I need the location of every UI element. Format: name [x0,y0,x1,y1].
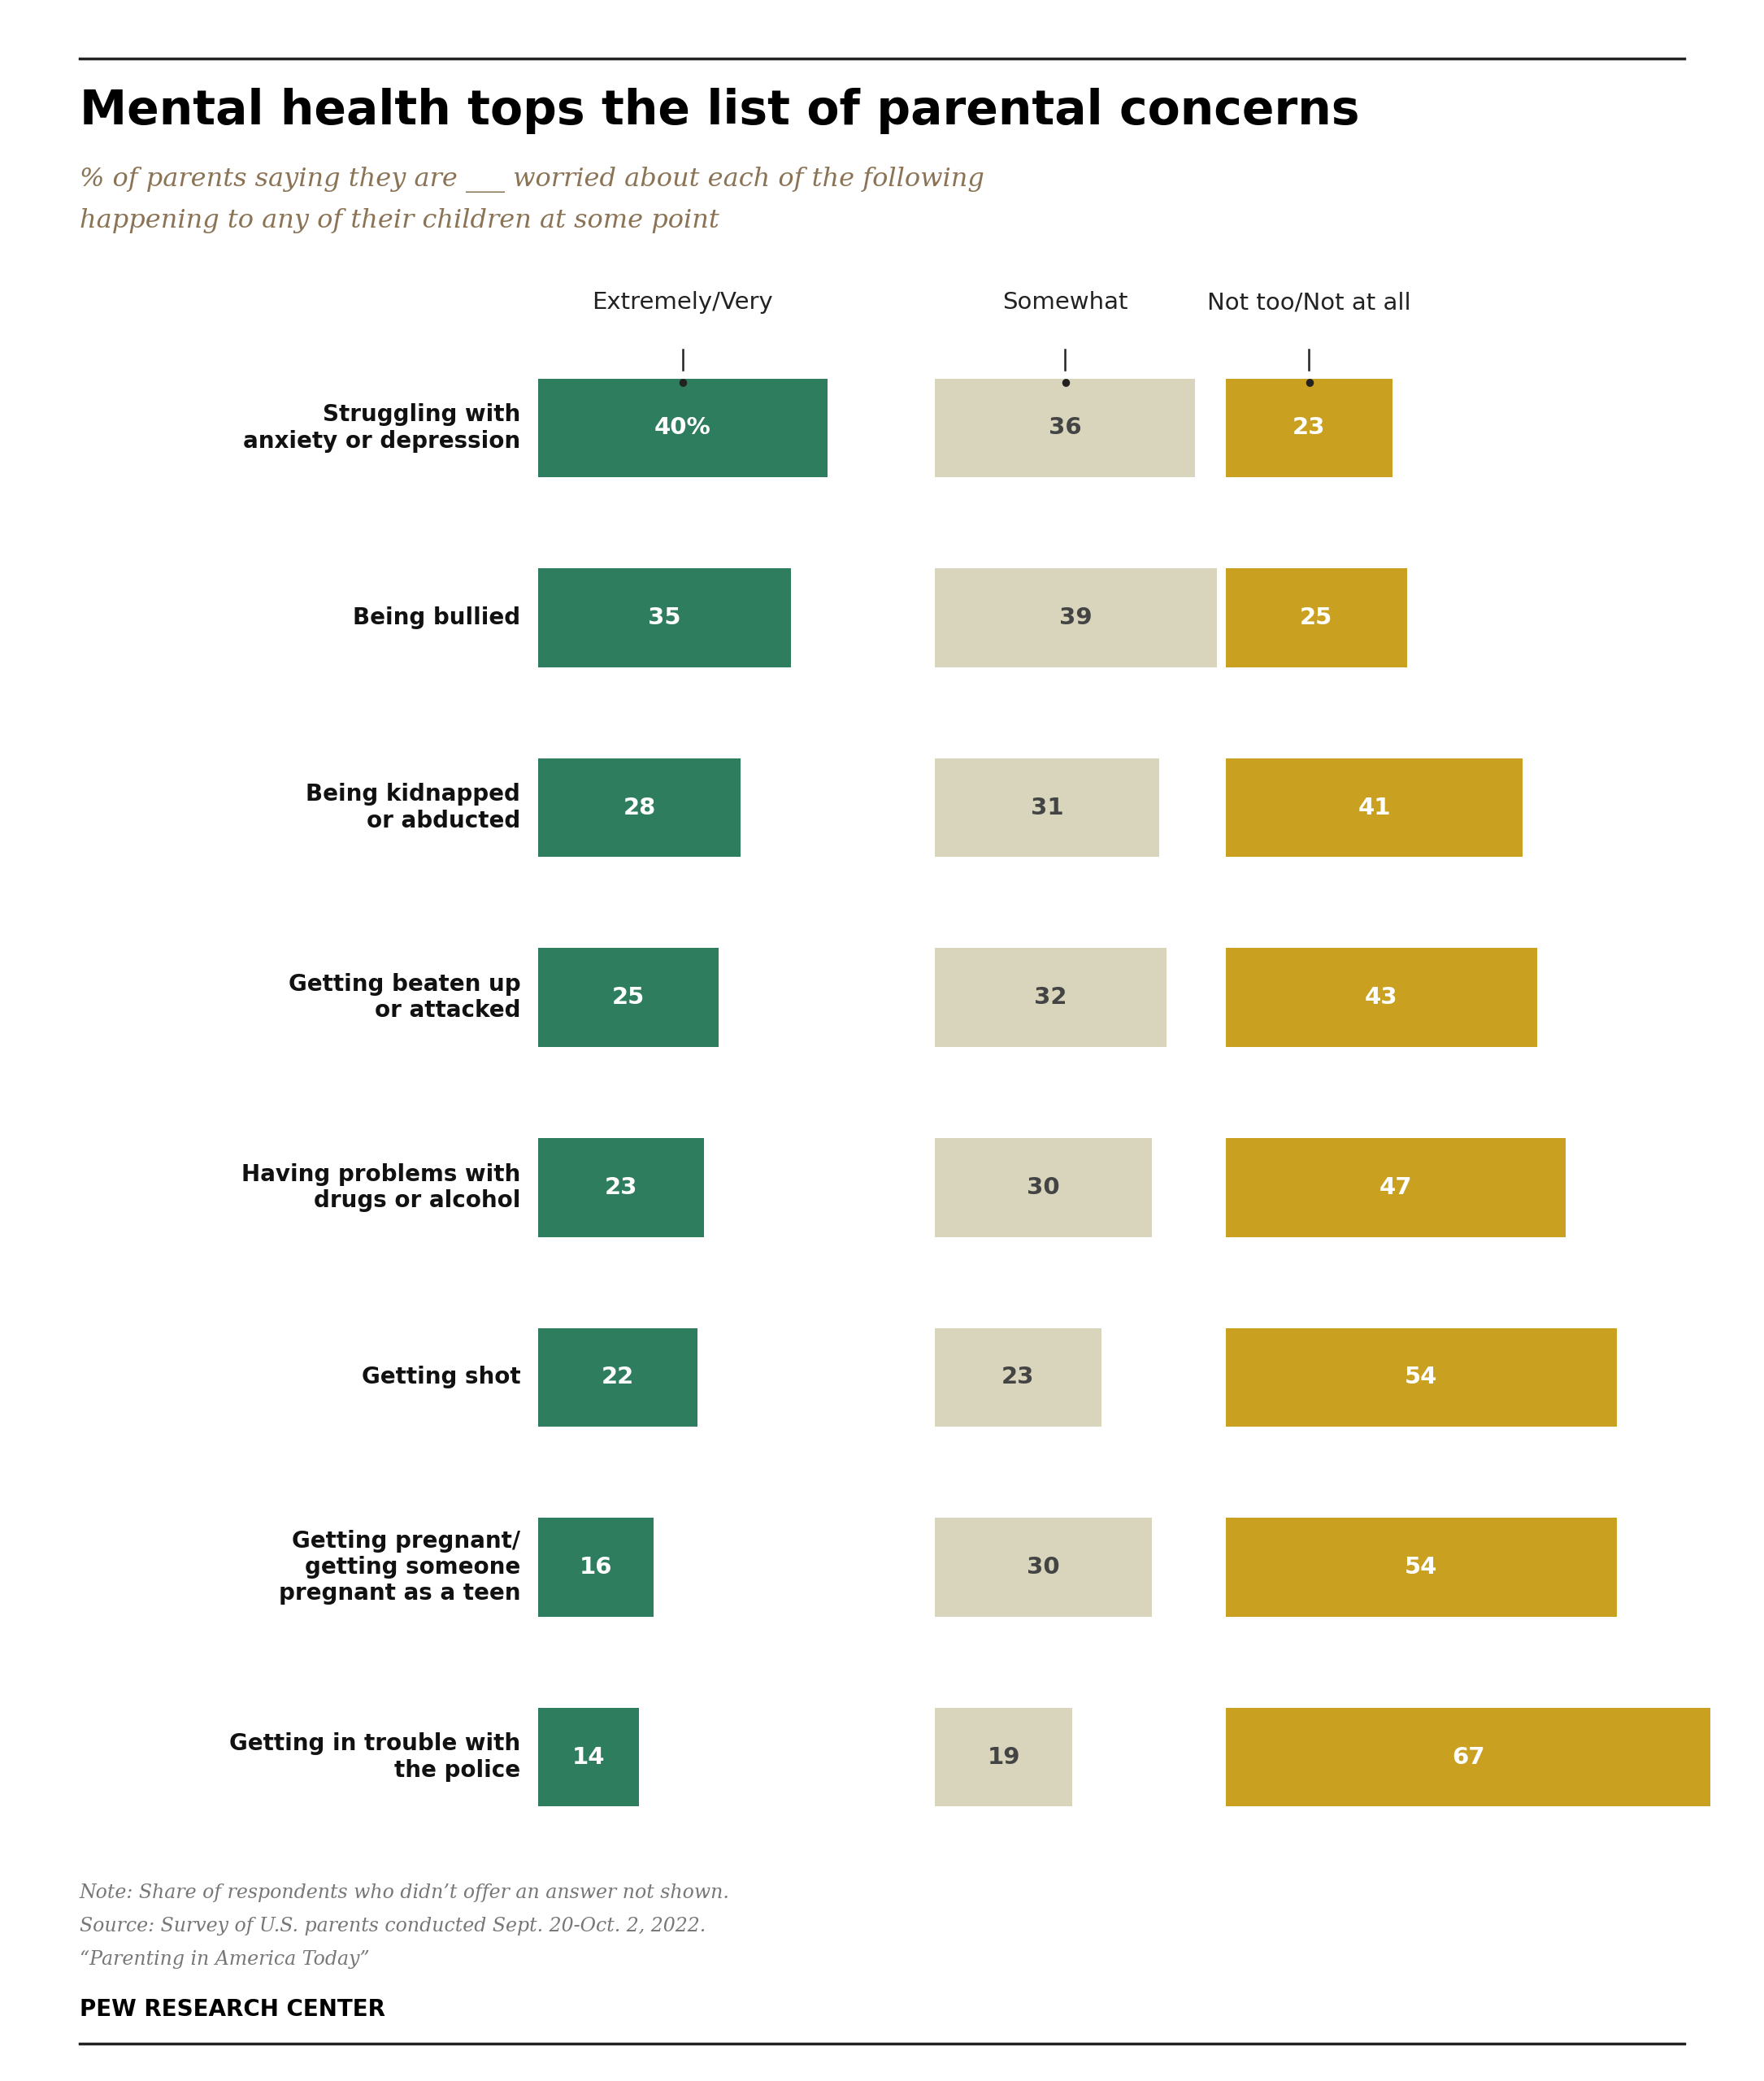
Text: ●: ● [1060,377,1069,387]
Text: 32: 32 [1034,986,1067,1009]
Bar [935,949,1166,1047]
Bar [935,1138,1152,1236]
Text: Not too/Not at all: Not too/Not at all [1207,291,1411,314]
Text: 35: 35 [647,606,681,628]
Text: 40%: 40% [654,416,711,439]
Bar [1226,757,1522,857]
Text: Getting in trouble with
the police: Getting in trouble with the police [229,1733,520,1781]
Bar [1226,1709,1711,1806]
Bar [935,757,1159,857]
Bar [935,568,1217,668]
Text: Source: Survey of U.S. parents conducted Sept. 20-Oct. 2, 2022.: Source: Survey of U.S. parents conducted… [79,1917,706,1935]
Text: “Parenting in America Today”: “Parenting in America Today” [79,1950,369,1969]
Bar [538,568,792,668]
Text: 25: 25 [612,986,646,1009]
Bar [1226,1517,1616,1617]
Text: ●: ● [677,377,688,387]
Text: 19: 19 [988,1746,1020,1769]
Bar [538,1328,697,1428]
Bar [538,757,741,857]
Text: Mental health tops the list of parental concerns: Mental health tops the list of parental … [79,87,1360,133]
Text: 67: 67 [1452,1746,1485,1769]
Bar [935,1328,1101,1428]
Text: % of parents saying they are ___ worried about each of the following: % of parents saying they are ___ worried… [79,166,984,191]
Text: happening to any of their children at some point: happening to any of their children at so… [79,208,720,233]
Text: 22: 22 [602,1365,633,1388]
Text: 30: 30 [1027,1176,1060,1199]
Bar [538,1517,654,1617]
Bar [1226,568,1406,668]
Text: 36: 36 [1048,416,1081,439]
Text: 54: 54 [1404,1365,1438,1388]
Text: 28: 28 [623,797,656,820]
Text: Getting pregnant/
getting someone
pregnant as a teen: Getting pregnant/ getting someone pregna… [279,1530,520,1604]
Text: Having problems with
drugs or alcohol: Having problems with drugs or alcohol [242,1163,520,1211]
Text: 47: 47 [1379,1176,1413,1199]
Text: 23: 23 [605,1176,637,1199]
Text: 25: 25 [1300,606,1334,628]
Text: Being bullied: Being bullied [353,606,520,628]
Text: 41: 41 [1358,797,1390,820]
Text: Getting beaten up
or attacked: Getting beaten up or attacked [288,974,520,1022]
Text: Getting shot: Getting shot [362,1365,520,1388]
Bar [538,1138,704,1236]
Bar [538,379,827,477]
Text: Being kidnapped
or abducted: Being kidnapped or abducted [305,782,520,832]
Text: 23: 23 [1002,1365,1034,1388]
Bar [935,1517,1152,1617]
Text: 14: 14 [572,1746,605,1769]
Bar [1226,1138,1566,1236]
Text: Somewhat: Somewhat [1002,291,1127,314]
Text: 43: 43 [1365,986,1399,1009]
Bar [1226,949,1536,1047]
Bar [1226,1328,1616,1428]
Text: 31: 31 [1030,797,1064,820]
Bar [1226,379,1392,477]
Bar [935,379,1196,477]
Text: 23: 23 [1293,416,1325,439]
Bar [538,949,720,1047]
Text: PEW RESEARCH CENTER: PEW RESEARCH CENTER [79,1998,385,2021]
Text: 16: 16 [579,1557,612,1579]
Text: Struggling with
anxiety or depression: Struggling with anxiety or depression [243,404,520,452]
Text: 54: 54 [1404,1557,1438,1579]
Text: 39: 39 [1060,606,1092,628]
Text: Extremely/Very: Extremely/Very [593,291,773,314]
Text: 30: 30 [1027,1557,1060,1579]
Text: ●: ● [1305,377,1314,387]
Text: Note: Share of respondents who didn’t offer an answer not shown.: Note: Share of respondents who didn’t of… [79,1883,730,1902]
Bar [935,1709,1073,1806]
Bar [538,1709,639,1806]
